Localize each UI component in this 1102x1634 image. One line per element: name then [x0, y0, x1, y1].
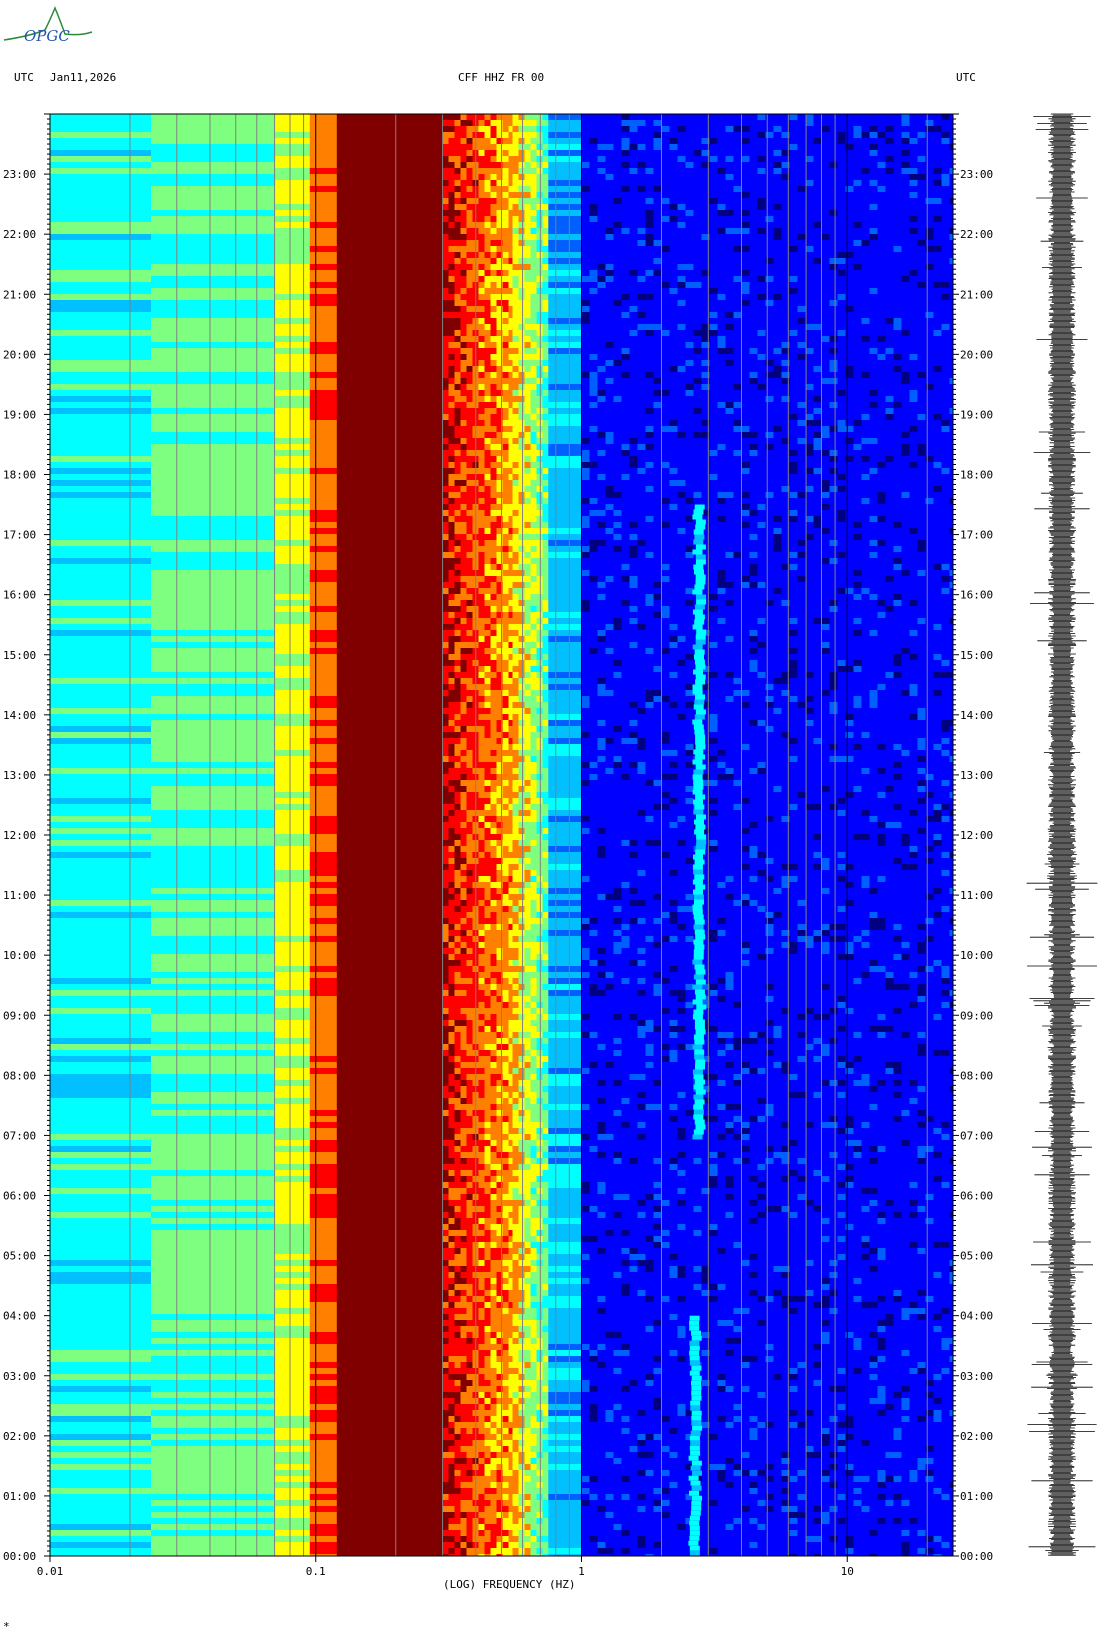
spectrogram-band-6	[512, 114, 549, 1556]
y-tick-label-left: 01:00	[3, 1490, 36, 1503]
logo-text: OPGC	[24, 27, 70, 45]
y-tick-label-left: 10:00	[3, 949, 36, 962]
y-tick-label-left: 21:00	[3, 288, 36, 301]
y-tick-label-left: 11:00	[3, 889, 36, 902]
y-tick-label-left: 15:00	[3, 649, 36, 662]
seismogram-trace	[1026, 113, 1098, 1556]
y-tick-label-right: 06:00	[960, 1190, 993, 1203]
y-tick-label-left: 09:00	[3, 1009, 36, 1022]
y-tick-label-right: 03:00	[960, 1370, 993, 1383]
y-axis-left: 00:00 01:00 02:00 03:00 04:00 05:00 06:00 07:00…	[3, 113, 50, 1563]
y-tick-label-right: 07:00	[960, 1129, 993, 1142]
opgc-logo: OPGC	[3, 6, 93, 45]
y-tick-label-left: 03:00	[3, 1370, 36, 1383]
spectrogram-band-2	[274, 114, 311, 1556]
y-tick-label-left: 12:00	[3, 829, 36, 842]
y-tick-label-left: 16:00	[3, 589, 36, 602]
y-axis-right: 00:00 01:00 02:00 03:00 04:00 05:00 06:00 07:00…	[953, 113, 993, 1563]
y-tick-label-right: 18:00	[960, 469, 993, 482]
y-tick-label-right: 11:00	[960, 889, 993, 902]
spectral-feature-microseism-tremor	[692, 504, 707, 1140]
spectrogram-band-3	[309, 114, 338, 1556]
y-tick-label-right: 09:00	[960, 1009, 993, 1022]
y-tick-label-right: 02:00	[960, 1430, 993, 1443]
y-tick-label-left: 08:00	[3, 1069, 36, 1082]
y-tick-label-left: 04:00	[3, 1310, 36, 1323]
y-tick-label-right: 17:00	[960, 529, 993, 542]
y-tick-label-left: 06:00	[3, 1190, 36, 1203]
x-tick-label: 0.1	[306, 1565, 326, 1578]
header-timezone-right: UTC	[956, 71, 976, 84]
y-tick-label-right: 21:00	[960, 288, 993, 301]
y-tick-label-right: 19:00	[960, 408, 993, 421]
spectrogram-band-4	[336, 114, 444, 1556]
y-tick-label-left: 05:00	[3, 1250, 36, 1263]
y-tick-label-right: 16:00	[960, 589, 993, 602]
spectrogram-image	[50, 114, 953, 1556]
header-station: CFF HHZ FR 00	[458, 71, 544, 84]
y-tick-label-right: 10:00	[960, 949, 993, 962]
x-axis-label: (LOG) FREQUENCY (HZ)	[443, 1578, 575, 1591]
y-tick-label-right: 01:00	[960, 1490, 993, 1503]
header-timezone-left: UTC	[14, 71, 34, 84]
y-tick-label-left: 22:00	[3, 228, 36, 241]
y-tick-label-right: 00:00	[960, 1550, 993, 1563]
y-tick-label-left: 00:00	[3, 1550, 36, 1563]
spectral-feature-early-bursts	[688, 1315, 703, 1556]
y-tick-label-left: 17:00	[3, 529, 36, 542]
y-tick-label-right: 05:00	[960, 1250, 993, 1263]
y-tick-label-left: 19:00	[3, 408, 36, 421]
x-axis: 0.01 0.1 1 10	[37, 1556, 854, 1578]
seismogram-waveform	[1026, 113, 1098, 1556]
spectrogram-band-1	[151, 114, 275, 1556]
spectrogram-band-0	[50, 114, 152, 1556]
y-tick-label-right: 08:00	[960, 1069, 993, 1082]
y-tick-label-right: 23:00	[960, 168, 993, 181]
y-tick-label-left: 20:00	[3, 348, 36, 361]
x-tick-label: 0.01	[37, 1565, 64, 1578]
spectrogram-band-5	[442, 114, 515, 1556]
y-tick-label-left: 07:00	[3, 1129, 36, 1142]
spectrogram-band-7	[548, 114, 582, 1556]
spectrogram-band-8	[581, 114, 953, 1556]
y-tick-label-right: 13:00	[960, 769, 993, 782]
y-tick-label-left: 18:00	[3, 469, 36, 482]
header-date: Jan11,2026	[50, 71, 116, 84]
y-tick-label-left: 14:00	[3, 709, 36, 722]
y-tick-label-right: 20:00	[960, 348, 993, 361]
y-tick-label-right: 14:00	[960, 709, 993, 722]
y-tick-label-left: 23:00	[3, 168, 36, 181]
frequency-gridlines	[129, 114, 928, 1556]
y-tick-label-left: 02:00	[3, 1430, 36, 1443]
x-tick-label: 1	[578, 1565, 585, 1578]
y-tick-label-right: 12:00	[960, 829, 993, 842]
y-tick-label-left: 13:00	[3, 769, 36, 782]
y-tick-label-right: 04:00	[960, 1310, 993, 1323]
y-tick-label-right: 22:00	[960, 228, 993, 241]
y-tick-label-right: 15:00	[960, 649, 993, 662]
footer-mark: *	[3, 1620, 10, 1633]
x-tick-label: 10	[841, 1565, 854, 1578]
